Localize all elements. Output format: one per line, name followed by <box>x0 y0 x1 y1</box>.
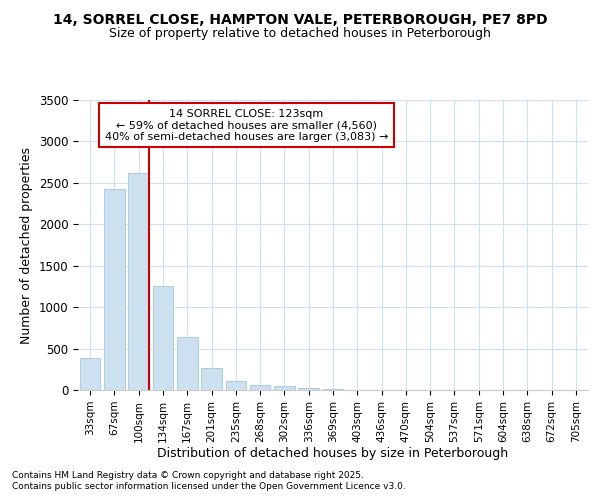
Bar <box>226 381 246 390</box>
Bar <box>177 337 197 390</box>
Bar <box>152 286 173 390</box>
Text: 14 SORREL CLOSE: 123sqm
← 59% of detached houses are smaller (4,560)
40% of semi: 14 SORREL CLOSE: 123sqm ← 59% of detache… <box>104 108 388 142</box>
Text: Contains public sector information licensed under the Open Government Licence v3: Contains public sector information licen… <box>12 482 406 491</box>
Text: 14, SORREL CLOSE, HAMPTON VALE, PETERBOROUGH, PE7 8PD: 14, SORREL CLOSE, HAMPTON VALE, PETERBOR… <box>53 12 547 26</box>
Text: Size of property relative to detached houses in Peterborough: Size of property relative to detached ho… <box>109 28 491 40</box>
X-axis label: Distribution of detached houses by size in Peterborough: Distribution of detached houses by size … <box>157 448 509 460</box>
Bar <box>274 386 295 390</box>
Text: Contains HM Land Registry data © Crown copyright and database right 2025.: Contains HM Land Registry data © Crown c… <box>12 470 364 480</box>
Bar <box>201 368 222 390</box>
Bar <box>104 190 125 390</box>
Y-axis label: Number of detached properties: Number of detached properties <box>20 146 33 344</box>
Bar <box>298 388 319 390</box>
Bar <box>128 173 149 390</box>
Bar <box>250 386 271 390</box>
Bar <box>80 358 100 390</box>
Bar <box>323 389 343 390</box>
